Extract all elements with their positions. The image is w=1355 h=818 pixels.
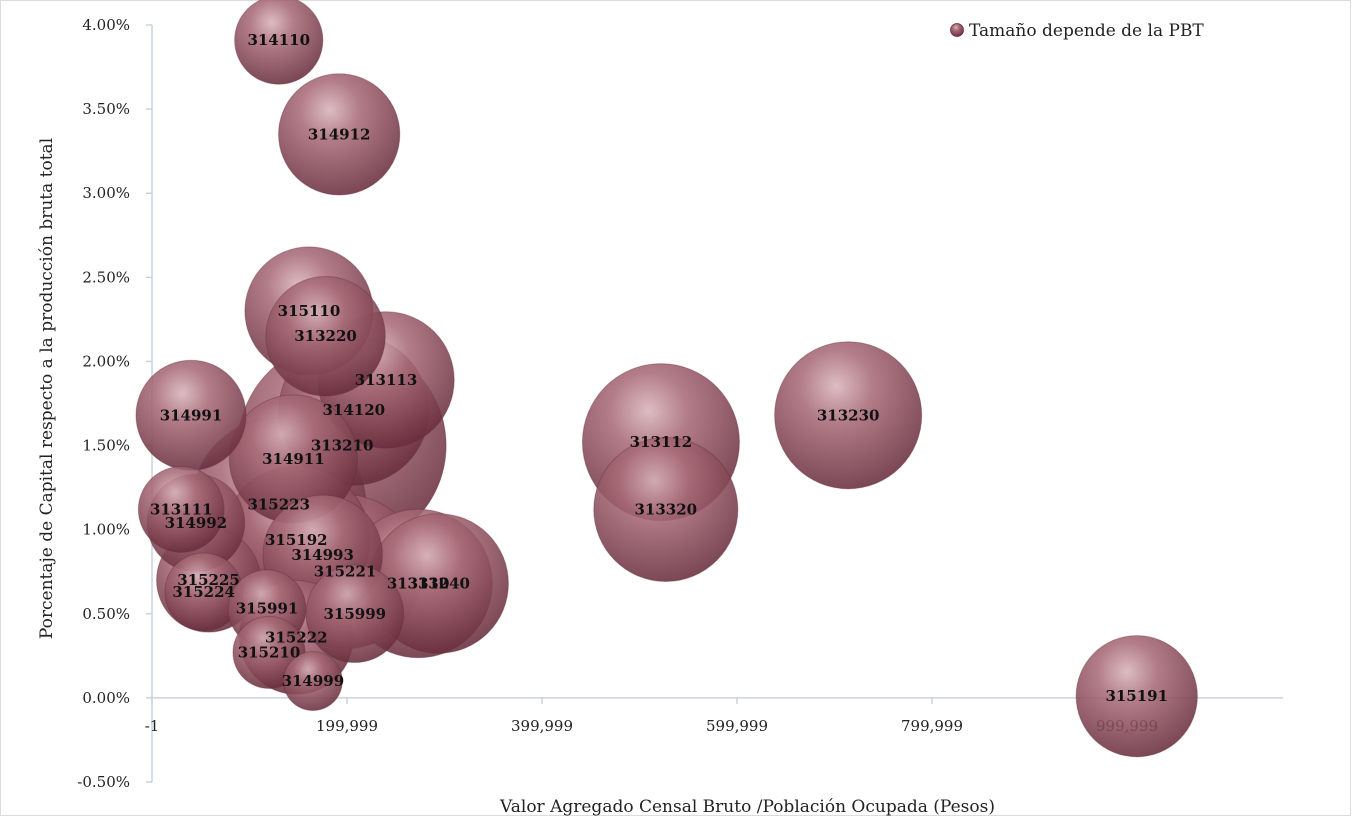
bubble-315191 — [1075, 635, 1198, 758]
bubble-label-313240: 313240 — [407, 574, 470, 592]
bubble-label-315224: 315224 — [172, 583, 235, 601]
y-tick-label: -0.50% — [77, 773, 130, 791]
bubble-label-313220: 313220 — [294, 327, 357, 345]
bubble-label-313113: 313113 — [355, 371, 418, 389]
bubble-label-315225: 315225 — [177, 571, 240, 589]
legend-marker — [950, 23, 964, 37]
bubble-label-313112: 313112 — [630, 433, 693, 451]
x-tick-label: 399,999 — [511, 717, 573, 735]
bubble-label-314991: 314991 — [160, 406, 223, 424]
bubble-label-313210: 313210 — [311, 437, 374, 455]
bubble-313220 — [265, 275, 386, 397]
bubble-label-315991: 315991 — [236, 600, 299, 618]
legend: Tamaño depende de la PBT — [950, 21, 1204, 41]
bubble-label-313320: 313320 — [635, 500, 698, 518]
bubble-label-315210: 315210 — [238, 643, 301, 661]
x-tick-label: 199,999 — [316, 717, 378, 735]
bubble-314110 — [234, 0, 324, 85]
y-tick-label: 1.00% — [82, 521, 130, 539]
y-tick-label: 2.00% — [82, 352, 130, 370]
x-tick-label: -1 — [145, 717, 160, 735]
bubble-314999 — [282, 651, 343, 711]
y-axis-ticks: -0.50% 0.00% 0.50% 1.00% 1.50% 2.00% 2.50% 3.00… — [77, 16, 152, 791]
bubble-label-315999: 315999 — [323, 605, 386, 623]
y-tick-label: 1.50% — [82, 437, 130, 455]
bubble-label-315221: 315221 — [314, 563, 377, 581]
bubble-label-313230: 313230 — [817, 406, 880, 424]
bubble-label-315191: 315191 — [1105, 687, 1168, 705]
bubble-315999 — [305, 564, 405, 664]
bubble-label-314912: 314912 — [308, 125, 371, 143]
y-tick-label: 3.50% — [82, 100, 130, 118]
bubble-label-314911: 314911 — [262, 450, 325, 468]
x-tick-label: 599,999 — [706, 717, 768, 735]
x-axis-title: Valor Agregado Censal Bruto /Población O… — [499, 797, 995, 817]
bubble-label-315192: 315192 — [265, 531, 328, 549]
bubble-label-314999: 314999 — [282, 672, 345, 690]
bubble-label-315110: 315110 — [278, 302, 341, 320]
y-axis-title: Porcentaje de Capital respecto a la prod… — [37, 138, 57, 639]
bubbles — [135, 0, 1198, 758]
bubble-label-314120: 314120 — [323, 401, 386, 419]
y-tick-label: 4.00% — [82, 16, 130, 34]
bubble-313230 — [774, 341, 923, 490]
legend-label: Tamaño depende de la PBT — [969, 21, 1204, 41]
bubble-label-314993: 314993 — [291, 546, 354, 564]
bubble-label-314992: 314992 — [165, 514, 228, 532]
bubble-label-313111: 313111 — [150, 500, 213, 518]
bubble-label-314110: 314110 — [247, 31, 310, 49]
y-tick-label: 3.00% — [82, 184, 130, 202]
bubble-labels: 315221 313210 315223 314120 313112 313320 3132… — [150, 31, 1168, 705]
bubble-label-315223: 315223 — [247, 495, 310, 513]
bubble-label-313310: 313310 — [387, 574, 450, 592]
bubble-label-315222: 315222 — [265, 628, 328, 646]
bubble-314912 — [278, 73, 401, 196]
y-tick-label: 2.50% — [82, 268, 130, 286]
y-tick-label: 0.50% — [82, 605, 130, 623]
bubble-313320 — [593, 436, 739, 583]
bubble-313111 — [137, 466, 225, 553]
x-tick-label: 799,999 — [901, 717, 963, 735]
y-tick-label: 0.00% — [82, 689, 130, 707]
